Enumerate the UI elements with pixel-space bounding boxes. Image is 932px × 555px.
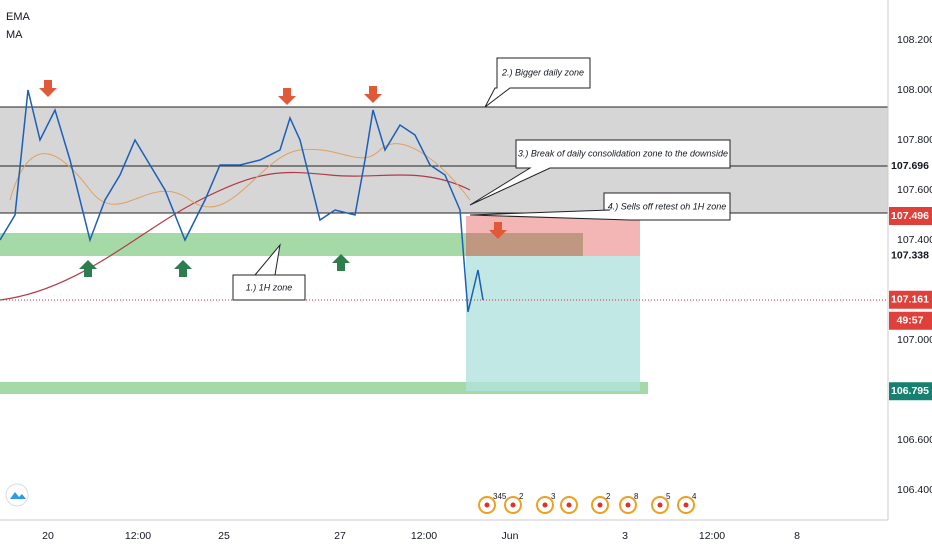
- price-label: 107.800: [897, 134, 932, 146]
- buy-arrows: [79, 254, 350, 277]
- price-path: [0, 89, 484, 313]
- event-count: 4: [692, 492, 697, 501]
- time-label: 12:00: [411, 530, 437, 542]
- daily-zone: [0, 107, 888, 213]
- indicator-label: MA: [6, 29, 23, 41]
- price-badge-text: 107.696: [891, 160, 929, 172]
- price-badge-text: 107.496: [891, 210, 929, 222]
- reward-box: [466, 256, 640, 391]
- time-label: 27: [334, 530, 346, 542]
- annotation: 3.) Break of daily consolidation zone to…: [518, 148, 728, 158]
- indicator-label: EMA: [6, 11, 31, 23]
- price-badge-text: 107.161: [891, 294, 929, 306]
- annotation: 1.) 1H zone: [246, 282, 293, 292]
- event-dot: [510, 502, 516, 508]
- event-count: 5: [666, 492, 671, 501]
- sell-arrows: [39, 80, 507, 239]
- event-dot: [625, 502, 631, 508]
- event-dot: [566, 502, 572, 508]
- price-badge: [889, 382, 932, 401]
- event-dot: [484, 502, 490, 508]
- event-dot: [542, 502, 548, 508]
- price-badge-text: 49:57: [897, 315, 924, 327]
- callouts: [232, 57, 731, 301]
- time-label: Jun: [502, 530, 519, 542]
- time-label: 12:00: [699, 530, 725, 542]
- time-label: 25: [218, 530, 230, 542]
- event-count: 2: [519, 492, 524, 501]
- price-badge-text: 107.338: [891, 249, 929, 261]
- price-label: 107.000: [897, 334, 932, 346]
- price-label: 108.000: [897, 84, 932, 96]
- event-count: 8: [634, 492, 639, 501]
- event-count: 2: [606, 492, 611, 501]
- event-dot: [683, 502, 689, 508]
- annotation: 2.) Bigger daily zone: [501, 67, 584, 77]
- price-badge: [889, 311, 932, 330]
- time-label: 12:00: [125, 530, 151, 542]
- price-label: 106.400: [897, 484, 932, 496]
- annotation: 4.) Sells off retest oh 1H zone: [608, 201, 727, 211]
- price-badge: [889, 207, 932, 225]
- price-badge-text: 106.795: [891, 385, 929, 397]
- price-label: 108.200: [897, 34, 932, 46]
- price-badge: [889, 290, 932, 309]
- event-dot: [657, 502, 663, 508]
- time-label: 3: [622, 530, 628, 542]
- price-label: 107.600: [897, 184, 932, 196]
- time-label: 20: [42, 530, 54, 542]
- price-label: 106.600: [897, 434, 932, 446]
- logo-mark: [10, 492, 26, 499]
- event-count: 345: [493, 492, 507, 501]
- overlap: [466, 233, 583, 256]
- price-label: 107.400: [897, 234, 932, 246]
- h1-zone: [0, 233, 470, 256]
- time-label: 8: [794, 530, 800, 542]
- price-badge: [889, 157, 932, 175]
- event-count: 3: [551, 492, 556, 501]
- event-dot: [597, 502, 603, 508]
- price-badge: [889, 246, 932, 265]
